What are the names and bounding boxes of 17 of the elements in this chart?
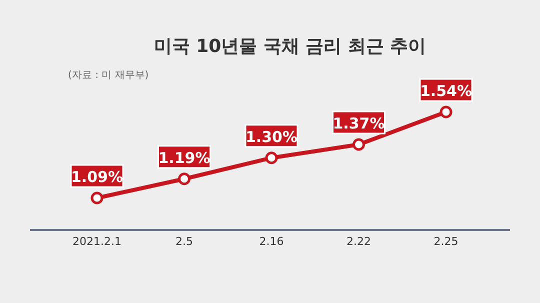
point bbox=[265, 152, 278, 164]
point bbox=[90, 192, 104, 204]
data-label: 1.54% bbox=[420, 82, 472, 100]
x-tick-label: 2.16 bbox=[259, 235, 284, 248]
point bbox=[352, 138, 365, 151]
x-tick-label: 2.5 bbox=[176, 235, 193, 248]
data-label: 1.37% bbox=[332, 114, 385, 132]
x-tick-label: 2.22 bbox=[346, 235, 371, 248]
x-tick-label: 2021.2.1 bbox=[72, 235, 122, 248]
data-label: 1.30% bbox=[245, 128, 298, 146]
chart-title: 미국 10년물 국채 금리 최근 추이 bbox=[154, 36, 426, 57]
x-tick-label: 2.25 bbox=[434, 235, 458, 248]
point bbox=[440, 106, 452, 118]
data-label: 1.19% bbox=[158, 148, 210, 167]
point bbox=[178, 172, 190, 186]
text: (자료 : 미 재무부) bbox=[68, 70, 149, 81]
data-label: 1.09% bbox=[70, 168, 124, 186]
